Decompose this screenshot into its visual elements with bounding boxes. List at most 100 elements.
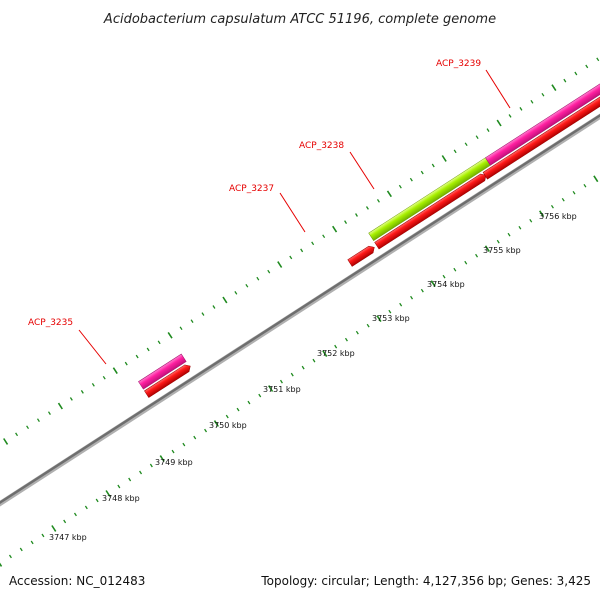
tick-mark — [442, 274, 446, 279]
tick-mark — [355, 213, 358, 217]
tick-mark — [26, 425, 30, 430]
tick-mark — [117, 484, 121, 489]
tick-mark — [289, 255, 293, 260]
tick-mark — [190, 319, 194, 323]
tick-mark — [541, 92, 545, 97]
tick-mark — [518, 225, 522, 230]
tick-mark — [91, 383, 95, 387]
gene-label[interactable]: ACP_3237 — [229, 184, 274, 194]
tick-mark — [596, 57, 600, 62]
cds-feature-red[interactable] — [374, 172, 489, 250]
tick-mark — [41, 533, 45, 538]
tick-mark — [593, 175, 599, 183]
tick-mark — [332, 225, 338, 233]
tick-mark — [366, 323, 370, 328]
tick-mark — [386, 190, 392, 198]
tick-mark — [171, 449, 175, 454]
gene-label[interactable]: ACP_3238 — [299, 141, 344, 151]
tick-mark — [300, 248, 304, 253]
tick-mark — [69, 397, 73, 401]
tick-mark — [398, 184, 402, 189]
kbp-label: 3753 kbp — [372, 314, 410, 323]
tick-mark — [420, 288, 424, 293]
tick-mark — [279, 379, 283, 384]
kbp-label: 3751 kbp — [263, 385, 301, 394]
tick-mark — [193, 435, 197, 440]
tick-mark — [539, 210, 545, 218]
tick-mark — [247, 400, 251, 405]
tick-mark — [334, 344, 338, 349]
tick-mark — [441, 155, 447, 162]
tick-mark — [57, 402, 63, 410]
tick-mark — [420, 170, 424, 175]
tick-mark — [453, 149, 457, 154]
accession-text: Accession: NC_012483 — [9, 574, 145, 588]
cds-feature-red[interactable] — [144, 363, 192, 398]
tick-mark — [30, 540, 34, 545]
tick-mark — [135, 354, 139, 359]
tick-mark — [475, 253, 479, 258]
tick-mark — [301, 365, 305, 370]
tick-mark — [550, 204, 554, 209]
tick-mark — [551, 84, 557, 92]
tick-mark — [212, 305, 216, 309]
gene-feature-magenta[interactable] — [485, 50, 600, 166]
tick-mark — [167, 331, 173, 339]
tick-mark — [159, 455, 165, 462]
gene-feature-magenta[interactable] — [138, 353, 187, 390]
tick-mark — [225, 414, 229, 419]
kbp-label: 3748 kbp — [102, 494, 140, 503]
tick-mark — [508, 114, 512, 118]
tick-mark — [245, 283, 249, 288]
tick-mark — [63, 519, 67, 524]
tick-mark — [311, 241, 315, 246]
tick-mark — [388, 309, 392, 314]
tick-mark — [464, 260, 468, 265]
tick-mark — [431, 163, 435, 168]
tick-mark — [204, 428, 208, 433]
tick-mark — [179, 326, 183, 331]
tick-mark — [496, 119, 502, 127]
cds-feature-red[interactable] — [482, 63, 600, 180]
tick-mark — [399, 302, 403, 307]
tick-mark — [112, 367, 118, 375]
tick-mark — [73, 512, 77, 517]
tick-mark — [8, 554, 12, 559]
cds-feature-red[interactable] — [347, 244, 377, 267]
scale-labels: 3747 kbp 3748 kbp 3749 kbp 3750 kbp 3751… — [49, 212, 577, 542]
tick-mark — [51, 525, 57, 532]
gene-label[interactable]: ACP_3235 — [28, 318, 73, 328]
tick-mark — [128, 477, 132, 482]
genome-backbone — [0, 113, 600, 507]
tick-mark — [36, 418, 40, 423]
tick-mark — [344, 337, 348, 342]
tick-mark — [258, 393, 262, 398]
kbp-label: 3750 kbp — [209, 421, 247, 430]
genome-summary-text: Topology: circular; Length: 4,127,356 bp… — [260, 574, 591, 588]
kbp-label: 3755 kbp — [483, 246, 521, 255]
tick-mark — [410, 295, 414, 300]
gene-label[interactable]: ACP_3239 — [436, 59, 481, 69]
tick-mark — [80, 390, 84, 394]
tick-mark — [236, 407, 240, 412]
tick-mark — [475, 135, 479, 140]
tick-mark — [222, 296, 228, 304]
tick-mark — [376, 315, 382, 323]
tick-mark — [484, 245, 490, 253]
tick-mark — [453, 267, 457, 272]
map-title: Acidobacterium capsulatum ATCC 51196, co… — [103, 12, 496, 27]
tick-mark — [15, 432, 19, 437]
tick-mark — [322, 234, 326, 239]
tick-mark — [496, 239, 500, 244]
tick-mark — [507, 232, 511, 237]
tick-mark — [157, 340, 161, 345]
inner-tick-ring — [0, 175, 599, 567]
tick-mark — [585, 64, 589, 69]
outer-tick-ring — [3, 57, 600, 445]
tick-mark — [376, 199, 380, 203]
tick-mark — [355, 330, 359, 335]
tick-mark — [213, 420, 219, 427]
tick-mark — [312, 358, 316, 363]
tick-mark — [234, 291, 238, 295]
